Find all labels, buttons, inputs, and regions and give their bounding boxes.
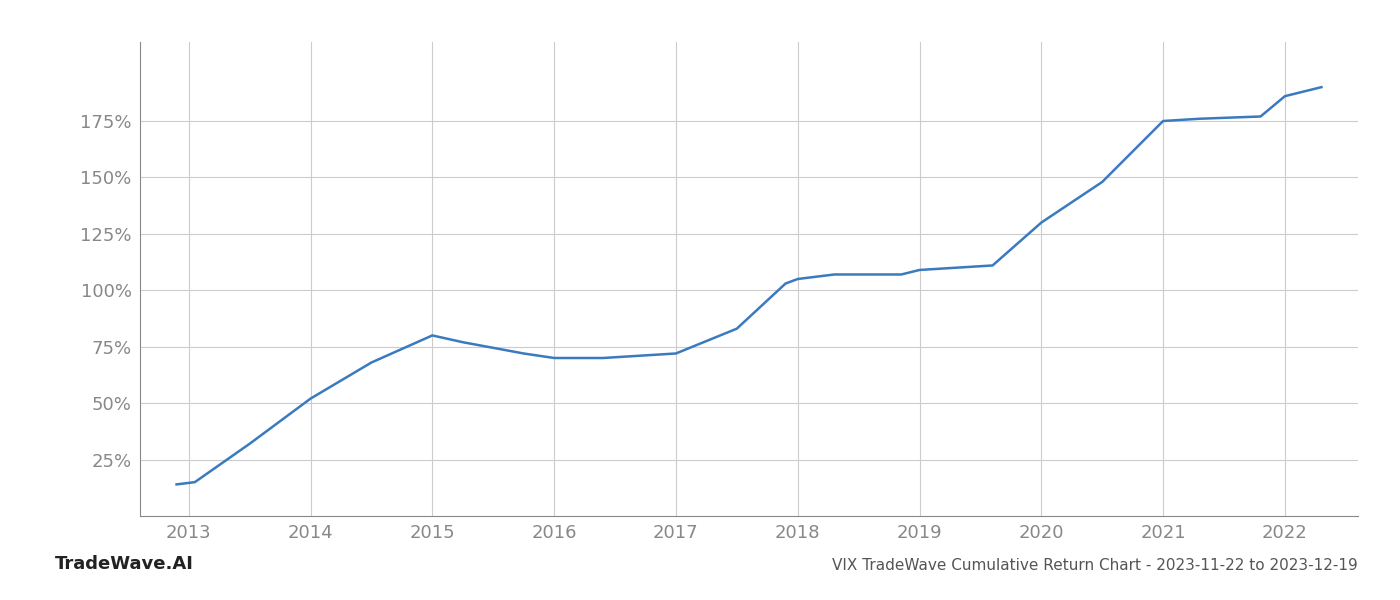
- Text: VIX TradeWave Cumulative Return Chart - 2023-11-22 to 2023-12-19: VIX TradeWave Cumulative Return Chart - …: [832, 558, 1358, 573]
- Text: TradeWave.AI: TradeWave.AI: [55, 555, 193, 573]
